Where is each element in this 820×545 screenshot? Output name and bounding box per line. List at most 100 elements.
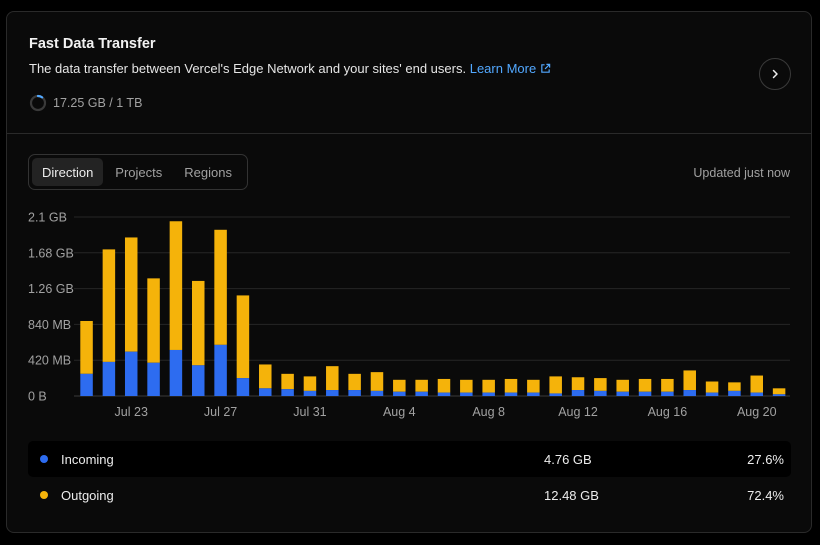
incoming-bar <box>370 390 384 396</box>
y-tick-label: 840 MB <box>28 318 71 332</box>
incoming-bar <box>348 390 361 396</box>
incoming-bar <box>504 392 518 396</box>
outgoing-bar <box>147 278 160 363</box>
outgoing-bar <box>661 378 674 392</box>
outgoing-bar <box>683 370 696 391</box>
outgoing-bar <box>594 378 607 391</box>
x-tick-label: Aug 8 <box>472 405 505 419</box>
incoming-bar <box>393 391 406 396</box>
legend-value: 4.76 GB <box>544 451 592 467</box>
incoming-bar <box>549 393 562 396</box>
incoming-bar <box>192 365 205 396</box>
open-details-button[interactable] <box>759 58 791 90</box>
y-tick-label: 1.68 GB <box>28 246 74 260</box>
incoming-bar <box>750 392 763 396</box>
outgoing-bar <box>214 229 227 345</box>
learn-more-label: Learn More <box>469 61 537 76</box>
divider <box>7 133 811 134</box>
x-tick-label: Aug 4 <box>383 405 416 419</box>
tab-direction[interactable]: Direction <box>32 158 104 186</box>
incoming-bar <box>259 388 272 396</box>
outgoing-bar <box>326 366 339 391</box>
view-tabs: Direction Projects Regions <box>28 154 248 190</box>
outgoing-bar <box>527 379 540 393</box>
legend-label: Incoming <box>61 451 114 467</box>
updated-status: Updated just now <box>693 166 790 180</box>
y-tick-label: 2.1 GB <box>28 211 67 225</box>
x-tick-label: Aug 20 <box>737 405 777 419</box>
card-description: The data transfer between Vercel's Edge … <box>29 61 551 76</box>
card-title: Fast Data Transfer <box>29 36 156 52</box>
data-transfer-chart: 0 B 420 MB 840 MB 1.26 GB 1.68 GB 2.1 GB Jul 2… <box>28 211 790 419</box>
incoming-dot-icon <box>40 455 48 463</box>
outgoing-bar <box>80 320 93 374</box>
outgoing-bar <box>638 378 652 392</box>
incoming-bar <box>772 394 786 396</box>
external-link-icon <box>541 63 551 73</box>
outgoing-bar <box>303 376 317 391</box>
outgoing-bar <box>728 382 741 391</box>
incoming-bar <box>124 351 138 396</box>
tab-regions[interactable]: Regions <box>184 164 232 180</box>
outgoing-bar <box>415 379 428 392</box>
incoming-bar <box>661 391 674 396</box>
incoming-bar <box>214 344 227 396</box>
incoming-bar <box>482 392 495 396</box>
outgoing-bar <box>504 378 518 393</box>
x-tick-label: Jul 23 <box>115 405 148 419</box>
incoming-bar <box>303 390 317 396</box>
tab-projects[interactable]: Projects <box>115 164 163 180</box>
incoming-bar <box>281 389 294 396</box>
outgoing-bar <box>370 372 384 391</box>
incoming-bar <box>236 378 250 396</box>
outgoing-bar <box>571 377 585 391</box>
incoming-bar <box>527 392 540 396</box>
x-tick-label: Jul 27 <box>204 405 237 419</box>
outgoing-bar <box>482 379 495 393</box>
incoming-bar <box>638 391 652 396</box>
incoming-bar <box>147 362 160 396</box>
usage-indicator: 17.25 GB / 1 TB <box>29 94 142 112</box>
y-tick-label: 1.26 GB <box>28 282 74 296</box>
incoming-bar <box>683 390 696 396</box>
incoming-bar <box>728 390 741 396</box>
fast-data-transfer-card: Fast Data Transfer The data transfer bet… <box>6 11 812 533</box>
y-tick-label: 420 MB <box>28 354 71 368</box>
legend-value: 12.48 GB <box>544 487 599 503</box>
y-tick-label: 0 B <box>28 390 47 404</box>
outgoing-bar <box>705 381 719 393</box>
legend-label: Outgoing <box>61 487 114 503</box>
learn-more-link[interactable]: Learn More <box>470 61 551 76</box>
incoming-bar <box>415 391 428 396</box>
legend-percent: 72.4% <box>747 487 784 503</box>
incoming-bar <box>705 392 719 396</box>
outgoing-bar <box>772 388 786 395</box>
incoming-bar <box>169 349 183 396</box>
outgoing-bar <box>437 378 451 393</box>
incoming-bar <box>594 390 607 396</box>
incoming-bar <box>571 390 585 396</box>
outgoing-bar <box>348 373 361 391</box>
outgoing-bar <box>102 249 116 362</box>
outgoing-bar <box>124 237 138 352</box>
legend-row-incoming: Incoming 4.76 GB 27.6% <box>28 441 791 477</box>
incoming-bar <box>326 390 339 396</box>
incoming-bar <box>80 373 93 396</box>
incoming-bar <box>437 392 451 396</box>
outgoing-bar <box>192 280 205 366</box>
usage-ring-icon <box>29 94 47 112</box>
outgoing-bar <box>549 376 562 394</box>
x-tick-label: Jul 31 <box>293 405 326 419</box>
outgoing-bar <box>236 295 250 379</box>
outgoing-bar <box>259 364 272 389</box>
description-text: The data transfer between Vercel's Edge … <box>29 61 467 76</box>
outgoing-bar <box>393 379 406 392</box>
legend-percent: 27.6% <box>747 451 784 467</box>
incoming-bar <box>102 361 116 396</box>
chevron-right-icon <box>772 69 778 79</box>
outgoing-bar <box>281 373 294 390</box>
outgoing-bar <box>616 379 629 392</box>
x-tick-label: Aug 12 <box>558 405 598 419</box>
incoming-bar <box>460 392 473 396</box>
incoming-bar <box>616 391 629 396</box>
